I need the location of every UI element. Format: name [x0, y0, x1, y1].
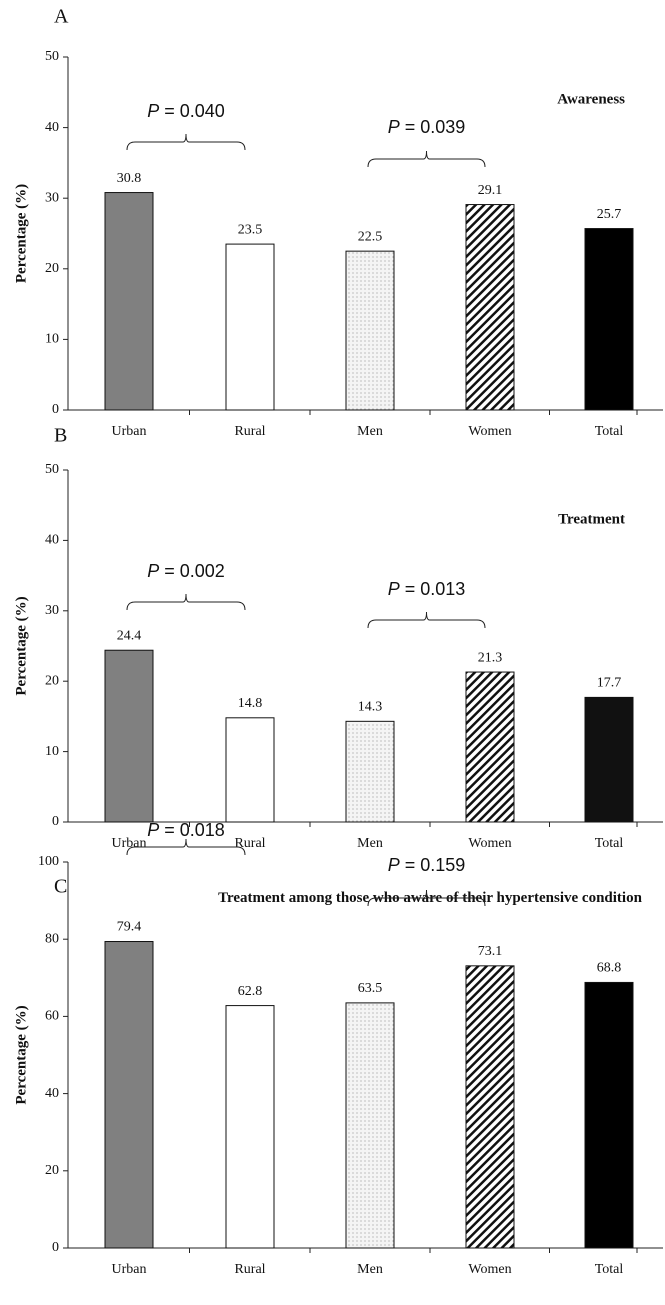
bar [584, 228, 634, 411]
p-value: P = 0.039 [388, 117, 466, 137]
panel-label: A [54, 6, 69, 28]
bar [104, 192, 154, 411]
x-tick-label: Men [357, 424, 383, 439]
bar [584, 981, 634, 1249]
significance-bracket [126, 133, 246, 151]
x-tick-label: Women [468, 1262, 511, 1277]
value-label: 23.5 [238, 222, 263, 237]
value-label: 24.4 [117, 628, 142, 643]
bar [225, 717, 275, 823]
y-tick-label: 60 [45, 1009, 59, 1024]
x-tick-label: Men [357, 1262, 383, 1277]
bar [465, 965, 515, 1249]
p-symbol: P [147, 561, 159, 581]
p-text: = 0.002 [164, 561, 225, 581]
p-text: = 0.039 [405, 117, 466, 137]
value-label: 14.3 [358, 700, 383, 715]
y-tick-label: 50 [45, 462, 59, 477]
chart-title: Awareness [557, 91, 625, 107]
panel-label: C [54, 876, 67, 898]
x-tick-label: Urban [112, 1262, 147, 1277]
y-tick-label: 0 [52, 402, 59, 417]
bar [345, 1002, 395, 1249]
bar [465, 671, 515, 823]
value-label: 29.1 [478, 183, 503, 198]
p-value: P = 0.040 [147, 101, 225, 121]
y-tick-label: 40 [45, 120, 59, 135]
x-tick-label: Urban [112, 424, 147, 439]
value-label: 79.4 [117, 920, 142, 935]
p-value: P = 0.013 [388, 579, 466, 599]
bar [584, 696, 634, 823]
y-tick-label: 40 [45, 533, 59, 548]
p-text: = 0.040 [164, 101, 225, 121]
p-text: = 0.013 [405, 579, 466, 599]
y-tick-label: 40 [45, 1086, 59, 1101]
y-axis-title: Percentage (%) [13, 1005, 29, 1104]
value-label: 14.8 [238, 696, 263, 711]
y-axis-title: Percentage (%) [13, 184, 29, 283]
y-tick-label: 0 [52, 1240, 59, 1255]
value-label: 22.5 [358, 229, 383, 244]
value-label: 73.1 [478, 944, 503, 959]
bar [104, 649, 154, 823]
significance-bracket [367, 889, 486, 907]
p-symbol: P [147, 101, 159, 121]
value-label: 68.8 [597, 961, 622, 976]
value-label: 63.5 [358, 981, 383, 996]
y-tick-label: 10 [45, 744, 59, 759]
y-tick-label: 30 [45, 603, 59, 618]
p-value: P = 0.159 [388, 855, 466, 875]
y-tick-label: 50 [45, 49, 59, 64]
p-symbol: P [388, 117, 400, 137]
value-label: 25.7 [597, 207, 622, 222]
x-tick-label: Rural [234, 1262, 265, 1277]
chart-title: Treatment [558, 511, 625, 527]
x-tick-label: Women [468, 424, 511, 439]
value-label: 21.3 [478, 650, 503, 665]
y-tick-label: 80 [45, 931, 59, 946]
y-tick-label: 100 [38, 854, 59, 869]
y-tick-label: 20 [45, 1163, 59, 1178]
p-value: P = 0.002 [147, 561, 225, 581]
x-tick-label: Total [595, 424, 624, 439]
x-tick-label: Total [595, 1262, 624, 1277]
y-tick-label: 0 [52, 814, 59, 829]
significance-bracket [126, 593, 246, 611]
value-label: 62.8 [238, 984, 263, 999]
y-tick-label: 10 [45, 332, 59, 347]
x-tick-label: Total [595, 836, 624, 851]
p-value: P = 0.018 [147, 820, 225, 840]
bar [225, 243, 275, 411]
panel-label: B [54, 425, 67, 447]
y-tick-label: 20 [45, 261, 59, 276]
value-label: 17.7 [597, 676, 622, 691]
bar [225, 1005, 275, 1249]
x-tick-label: Women [468, 836, 511, 851]
bar [104, 941, 154, 1249]
y-axis-title: Percentage (%) [13, 596, 29, 695]
significance-bracket [367, 611, 486, 629]
p-text: = 0.159 [405, 855, 466, 875]
p-text: = 0.018 [164, 820, 225, 840]
chart-title: Treatment among those who aware of their… [218, 890, 642, 906]
value-label: 30.8 [117, 171, 142, 186]
significance-bracket [367, 150, 486, 168]
y-tick-label: 20 [45, 673, 59, 688]
y-tick-label: 30 [45, 190, 59, 205]
significance-bracket [126, 838, 246, 856]
bar [345, 250, 395, 411]
p-symbol: P [388, 579, 400, 599]
bar [465, 204, 515, 411]
bar [345, 720, 395, 823]
p-symbol: P [147, 820, 159, 840]
p-symbol: P [388, 855, 400, 875]
x-tick-label: Rural [234, 836, 265, 851]
x-tick-label: Men [357, 836, 383, 851]
x-tick-label: Rural [234, 424, 265, 439]
